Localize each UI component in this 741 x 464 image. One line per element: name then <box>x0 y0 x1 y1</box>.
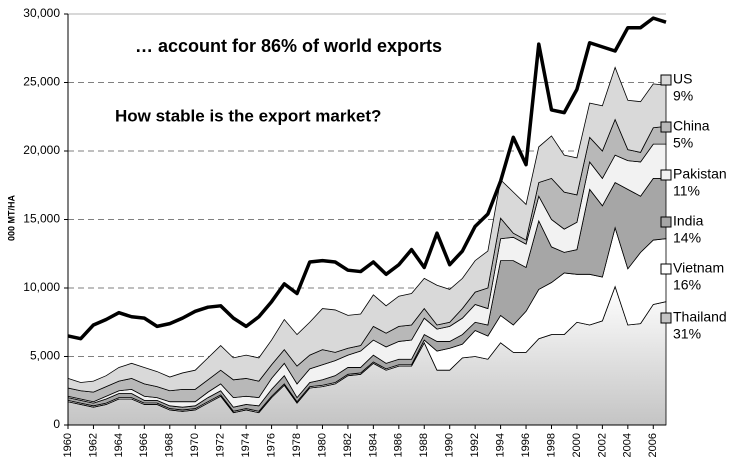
x-tick-label: 2000 <box>571 433 583 457</box>
x-tick-label: 1982 <box>342 433 354 457</box>
y-tick-label: 25,000 <box>23 75 60 89</box>
y-tick-label: 30,000 <box>23 6 60 20</box>
legend-share: 16% <box>673 277 701 293</box>
y-tick-label: 5,000 <box>30 349 60 363</box>
legend-label: US <box>673 71 692 87</box>
legend-swatch <box>660 74 672 86</box>
annotation: How stable is the export market? <box>115 106 381 125</box>
legend-swatch <box>660 121 672 133</box>
x-tick-label: 1996 <box>520 433 532 457</box>
x-tick-label: 1990 <box>444 433 456 457</box>
y-tick-label: 10,000 <box>23 280 60 294</box>
x-tick-label: 1998 <box>545 433 557 457</box>
legend-label: India <box>673 213 704 229</box>
x-tick-label: 1976 <box>265 433 277 457</box>
legend-share: 11% <box>673 183 700 199</box>
x-tick-label: 2004 <box>622 433 634 457</box>
x-tick-label: 1964 <box>113 433 125 457</box>
x-tick-label: 1978 <box>291 433 303 457</box>
x-tick-label: 1974 <box>240 433 252 457</box>
annotation: … account for 86% of world exports <box>135 36 442 56</box>
y-tick-label: 0 <box>53 417 60 431</box>
y-tick-label: 15,000 <box>23 212 60 226</box>
legend-swatch <box>660 312 672 324</box>
x-tick-label: 1966 <box>138 433 150 457</box>
y-axis-label: 000 MT/HA <box>6 194 16 241</box>
x-tick-label: 1970 <box>189 433 201 457</box>
legend-label: China <box>673 118 710 134</box>
x-tick-label: 2006 <box>647 433 659 457</box>
x-tick-label: 1986 <box>393 433 405 457</box>
x-tick-label: 2002 <box>596 433 608 457</box>
y-tick-label: 20,000 <box>23 143 60 157</box>
legend-share: 31% <box>673 326 701 342</box>
x-tick-label: 1960 <box>62 433 74 457</box>
legend-share: 14% <box>673 230 701 246</box>
x-tick-label: 1984 <box>367 433 379 457</box>
legend-swatch <box>660 263 672 275</box>
total-line <box>67 16 667 341</box>
x-tick-label: 1992 <box>469 433 481 457</box>
legend-label: Thailand <box>673 309 727 325</box>
x-tick-label: 1994 <box>495 433 507 457</box>
legend-share: 9% <box>673 88 693 104</box>
legend-label: Vietnam <box>673 260 724 276</box>
x-tick-label: 1962 <box>87 433 99 457</box>
legend-swatch <box>660 216 672 228</box>
x-tick-label: 1968 <box>164 433 176 457</box>
legend-swatch <box>660 169 672 181</box>
x-tick-label: 1988 <box>418 433 430 457</box>
x-tick-label: 1972 <box>215 433 227 457</box>
x-tick-label: 1980 <box>316 433 328 457</box>
legend-label: Pakistan <box>673 166 727 182</box>
legend-share: 5% <box>673 135 693 151</box>
